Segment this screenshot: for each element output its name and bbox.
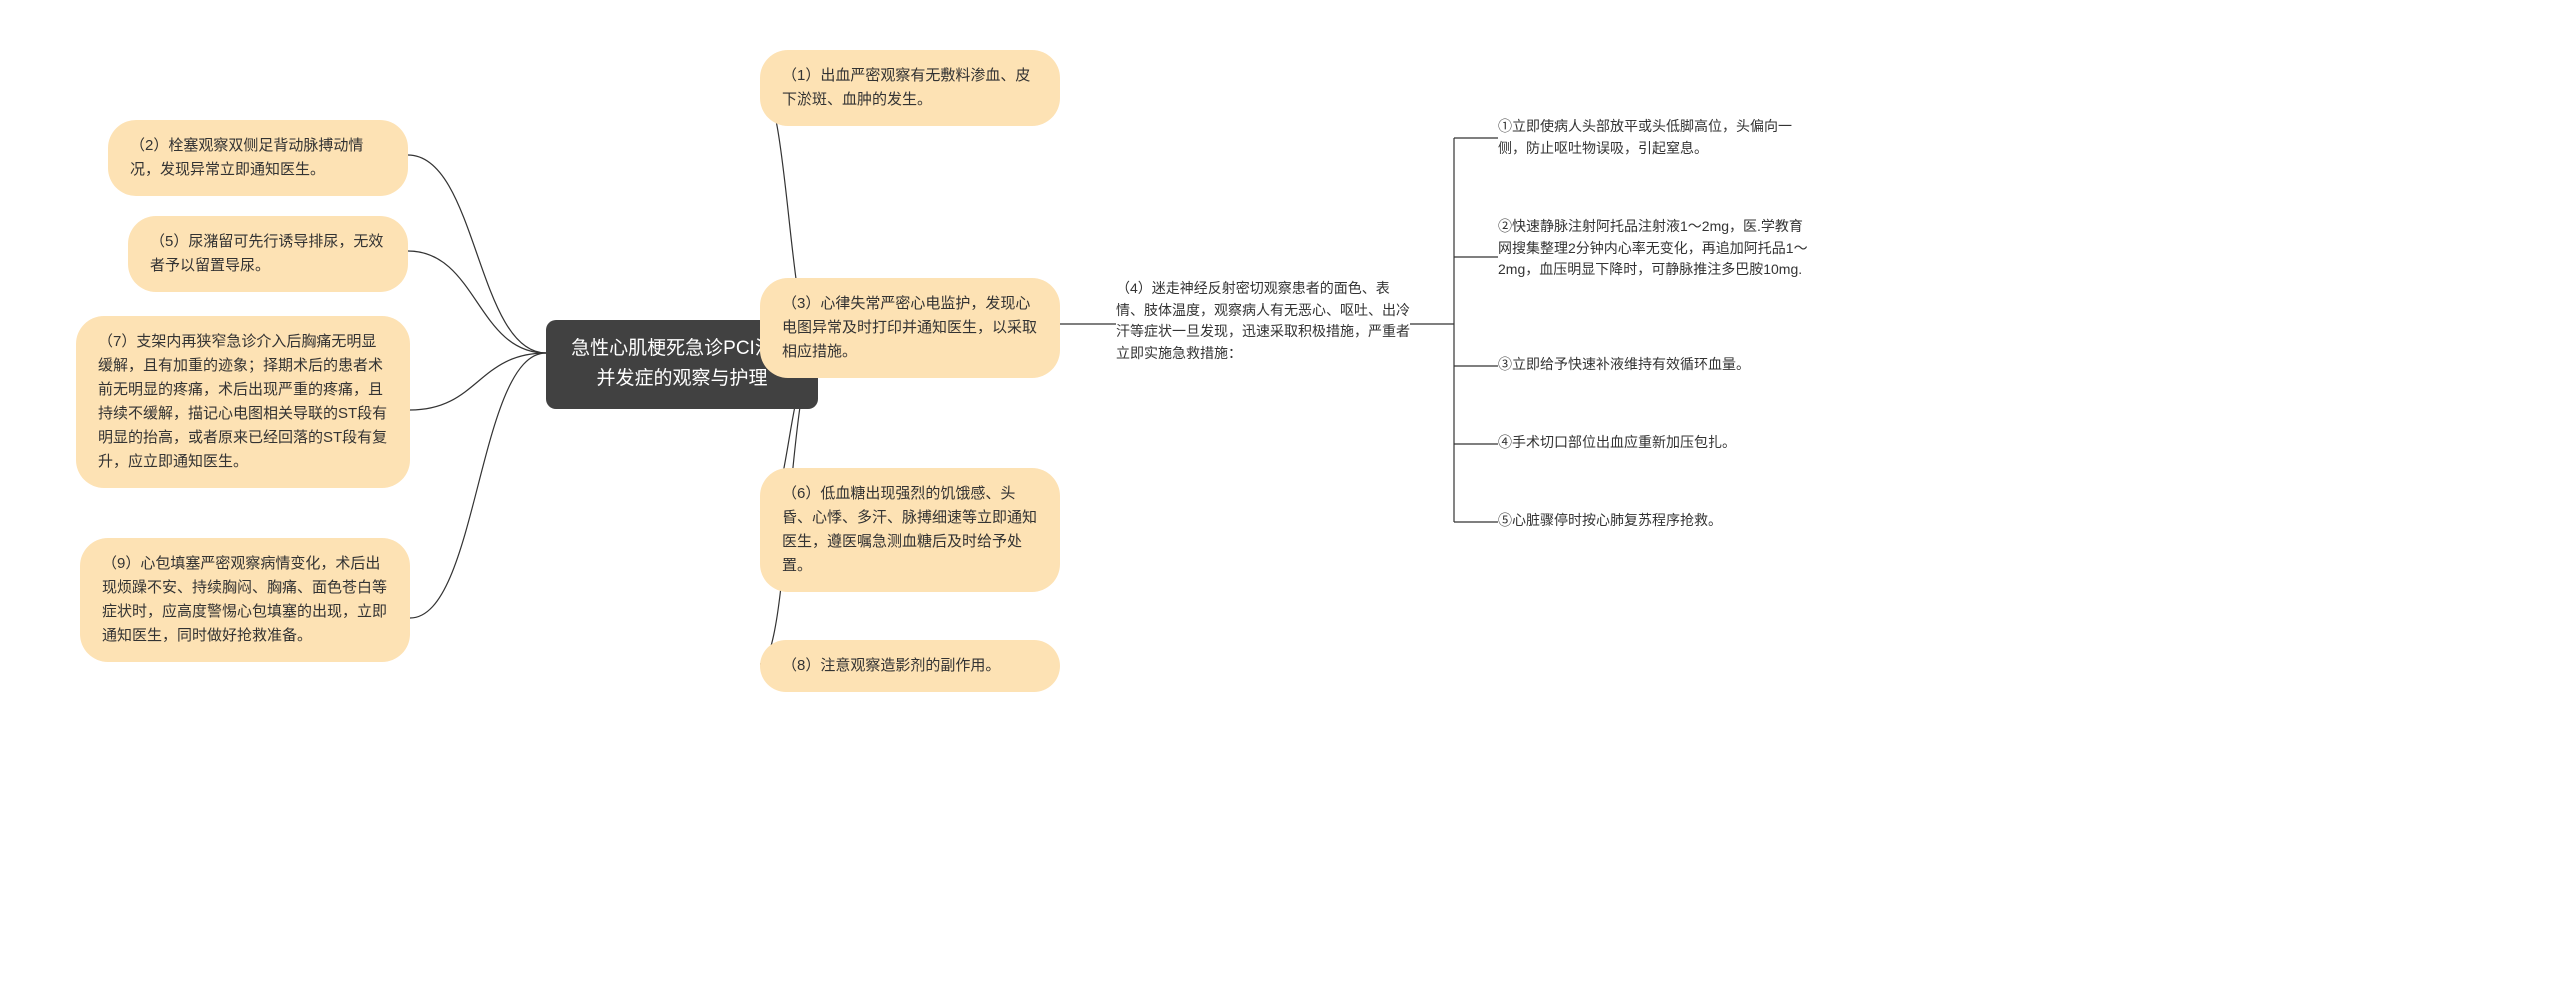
branch-cardiac-tamponade: （9）心包填塞严密观察病情变化，术后出现烦躁不安、持续胸闷、胸痛、面色苍白等症状… [80, 538, 410, 662]
leaf-incision-bleeding: ④手术切口部位出血应重新加压包扎。 [1498, 432, 1814, 454]
node-text: （8）注意观察造影剂的副作用。 [782, 657, 1000, 674]
leaf-fluid-replacement: ③立即给予快速补液维持有效循环血量。 [1498, 354, 1814, 376]
center-line2: 并发症的观察与护理 [596, 364, 767, 394]
branch-hypoglycemia: （6）低血糖出现强烈的饥饿感、头昏、心悸、多汗、脉搏细速等立即通知医生，遵医嘱急… [760, 468, 1060, 592]
leaf-cardiac-arrest: ⑤心脏骤停时按心肺复苏程序抢救。 [1498, 510, 1814, 532]
node-text: （9）心包填塞严密观察病情变化，术后出现烦躁不安、持续胸闷、胸痛、面色苍白等症状… [102, 555, 387, 644]
leaf-atropine: ②快速静脉注射阿托品注射液1～2mg，医.学教育网搜集整理2分钟内心率无变化，再… [1498, 216, 1814, 281]
node-text: （4）迷走神经反射密切观察患者的面色、表情、肢体温度，观察病人有无恶心、呕吐、出… [1116, 280, 1410, 361]
branch-embolism: （2）栓塞观察双侧足背动脉搏动情况，发现异常立即通知医生。 [108, 120, 408, 196]
node-text: ①立即使病人头部放平或头低脚高位，头偏向一侧，防止呕吐物误吸，引起窒息。 [1498, 118, 1792, 156]
branch-urinary-retention: （5）尿潴留可先行诱导排尿，无效者予以留置导尿。 [128, 216, 408, 292]
node-text: ②快速静脉注射阿托品注射液1～2mg，医.学教育网搜集整理2分钟内心率无变化，再… [1498, 218, 1808, 277]
node-text: （3）心律失常严密心电监护，发现心电图异常及时打印并通知医生，以采取相应措施。 [782, 295, 1037, 360]
branch-stent-restenosis: （7）支架内再狭窄急诊介入后胸痛无明显缓解，且有加重的迹象；择期术后的患者术前无… [76, 316, 410, 488]
node-text: ⑤心脏骤停时按心肺复苏程序抢救。 [1498, 512, 1722, 528]
branch-bleeding: （1）出血严密观察有无敷料渗血、皮下淤斑、血肿的发生。 [760, 50, 1060, 126]
mindmap-canvas: 急性心肌梗死急诊PCI治疗 并发症的观察与护理 （1）出血严密观察有无敷料渗血、… [0, 0, 2560, 995]
node-text: （2）栓塞观察双侧足背动脉搏动情况，发现异常立即通知医生。 [130, 137, 363, 178]
node-text: （5）尿潴留可先行诱导排尿，无效者予以留置导尿。 [150, 233, 383, 274]
branch-vagal-reflex: （4）迷走神经反射密切观察患者的面色、表情、肢体温度，观察病人有无恶心、呕吐、出… [1116, 278, 1410, 365]
node-text: （1）出血严密观察有无敷料渗血、皮下淤斑、血肿的发生。 [782, 67, 1030, 108]
node-text: ③立即给予快速补液维持有效循环血量。 [1498, 356, 1750, 372]
node-text: ④手术切口部位出血应重新加压包扎。 [1498, 434, 1736, 450]
branch-contrast-agent: （8）注意观察造影剂的副作用。 [760, 640, 1060, 692]
leaf-head-position: ①立即使病人头部放平或头低脚高位，头偏向一侧，防止呕吐物误吸，引起窒息。 [1498, 116, 1814, 159]
node-text: （7）支架内再狭窄急诊介入后胸痛无明显缓解，且有加重的迹象；择期术后的患者术前无… [98, 333, 387, 470]
node-text: （6）低血糖出现强烈的饥饿感、头昏、心悸、多汗、脉搏细速等立即通知医生，遵医嘱急… [782, 485, 1037, 574]
branch-arrhythmia: （3）心律失常严密心电监护，发现心电图异常及时打印并通知医生，以采取相应措施。 [760, 278, 1060, 378]
